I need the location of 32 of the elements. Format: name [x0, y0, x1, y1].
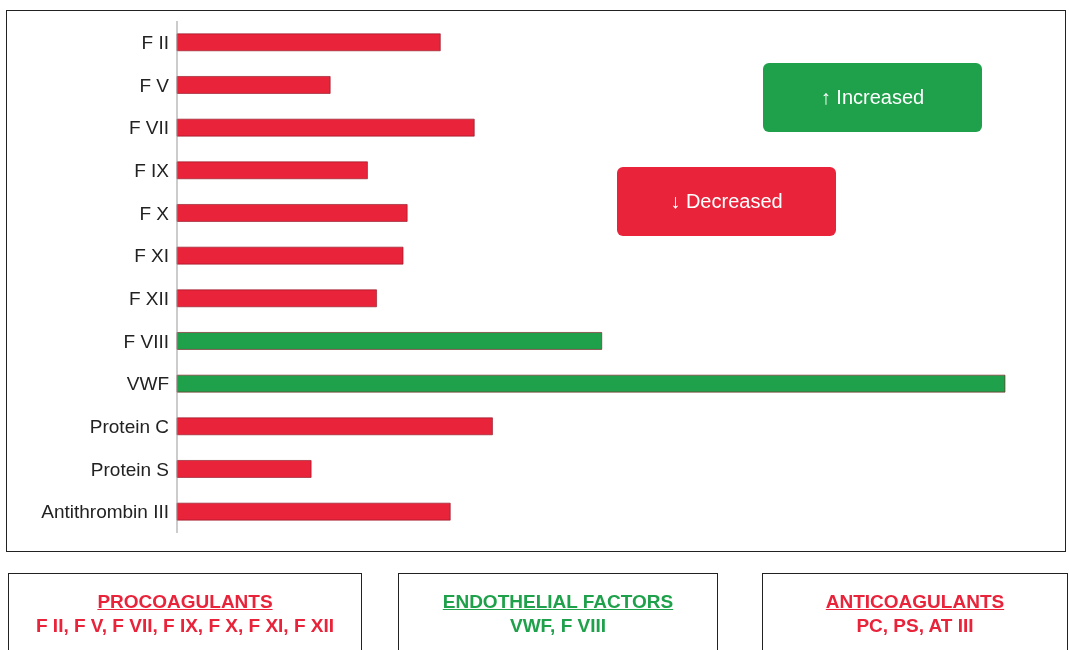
y-tick-label: F IX	[134, 160, 170, 182]
bar	[176, 118, 475, 137]
text: PC, PS, AT III	[855, 614, 975, 638]
bar	[176, 502, 451, 521]
bar	[176, 33, 441, 52]
bar	[176, 76, 331, 94]
y-tick-label: F II	[141, 32, 169, 54]
y-tick-label: Protein S	[90, 458, 169, 480]
bar	[176, 460, 312, 478]
text: PROCOAGULANTS	[96, 590, 274, 614]
bar	[176, 332, 603, 350]
y-tick-label: F X	[139, 202, 170, 224]
text: ↓ Decreased	[617, 167, 836, 236]
bar	[176, 417, 493, 436]
y-tick-label: F VIII	[123, 330, 169, 352]
bar	[176, 246, 404, 265]
bar	[176, 204, 408, 222]
text: VWF, F VIII	[508, 614, 608, 638]
bar	[176, 289, 377, 308]
text: ↑ Increased	[763, 63, 982, 132]
y-tick-label: Antithrombin III	[41, 501, 169, 523]
y-tick-label: Protein C	[89, 416, 169, 438]
bar	[176, 374, 1006, 393]
text: F II, F V, F VII, F IX, F X, F XI, F XII	[34, 614, 336, 638]
y-tick-label: F XII	[128, 288, 169, 310]
y-tick-label: VWF	[126, 373, 169, 395]
bar	[176, 161, 368, 180]
y-tick-label: F XI	[134, 245, 169, 267]
text: ANTICOAGULANTS	[824, 590, 1006, 614]
text: ENDOTHELIAL FACTORS	[441, 590, 675, 614]
y-tick-label: F VII	[128, 117, 169, 139]
y-tick-label: F V	[139, 74, 170, 96]
